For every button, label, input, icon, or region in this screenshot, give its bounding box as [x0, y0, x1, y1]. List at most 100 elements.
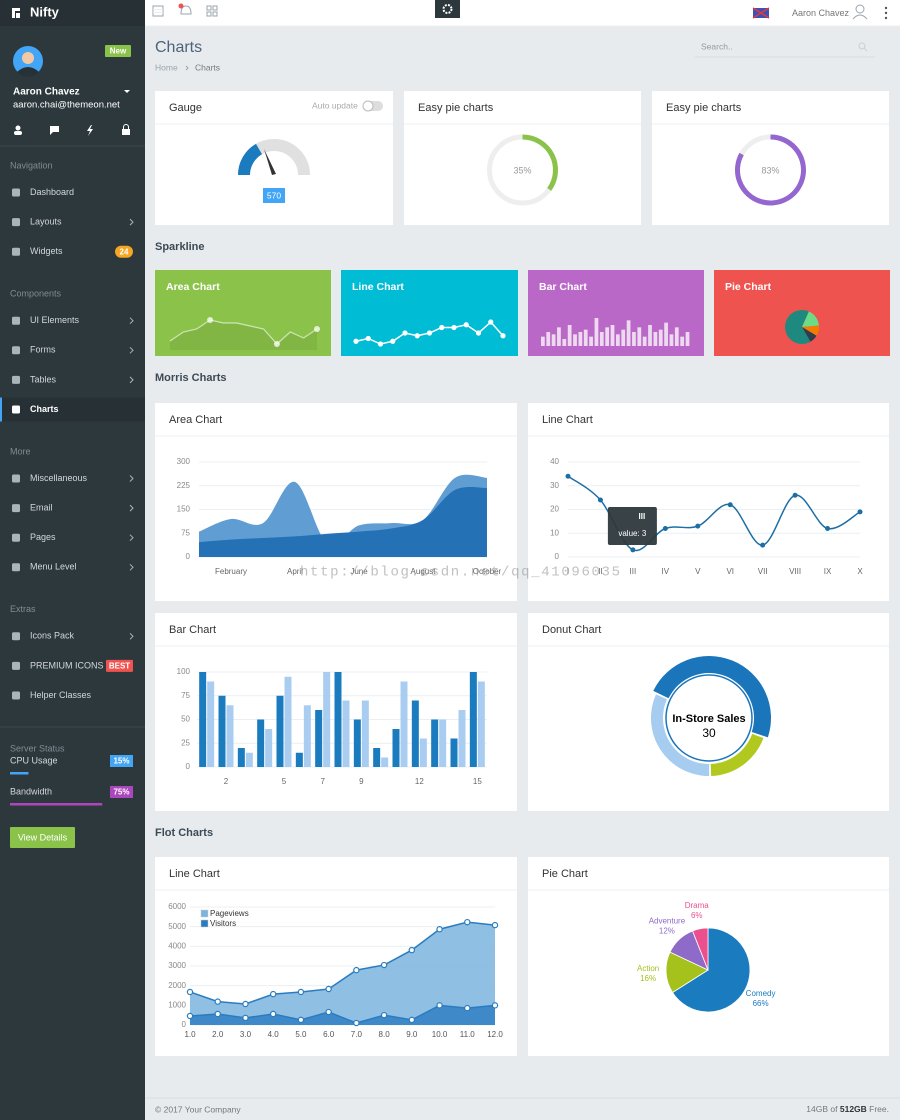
page-title: Charts: [155, 39, 202, 56]
line-point: [186, 1012, 194, 1020]
line-point: [760, 542, 766, 548]
nav-badge: [115, 245, 133, 258]
nav-icon: [12, 563, 20, 572]
y-tick-label: 225: [177, 481, 191, 490]
line-point: [380, 1011, 388, 1019]
view-details-label[interactable]: View Details: [18, 832, 68, 842]
bar: [400, 681, 408, 767]
tile-title: Line Chart: [352, 281, 404, 293]
nav-item[interactable]: Pages: [30, 532, 56, 542]
spark-bar: [680, 336, 685, 346]
spark-point: [488, 319, 494, 325]
bar: [207, 681, 215, 767]
nav-item[interactable]: Layouts: [30, 216, 62, 226]
nav-item[interactable]: Charts: [30, 404, 59, 414]
spark-bar: [599, 332, 604, 346]
nav-icon: [12, 218, 20, 227]
profile-name[interactable]: Aaron Chavez: [13, 87, 80, 98]
more-icon[interactable]: [884, 6, 888, 20]
y-tick-label: 150: [177, 505, 191, 514]
spark-bar: [648, 325, 652, 346]
x-tick-label: 9.0: [406, 1030, 418, 1039]
nav-item[interactable]: Dashboard: [30, 187, 74, 197]
search-icon[interactable]: [858, 42, 868, 52]
meter-label: CPU Usage: [10, 755, 58, 765]
nav-item[interactable]: Email: [30, 502, 53, 512]
topbar-user[interactable]: Aaron Chavez: [792, 8, 850, 18]
section-heading: Sparkline: [155, 241, 205, 253]
line-point: [214, 1010, 221, 1018]
spark-bar: [583, 329, 588, 346]
x-tick-label: VIII: [789, 567, 801, 576]
avatar-face: [22, 52, 34, 64]
y-tick-label: 4000: [168, 941, 186, 950]
x-tick-label: IV: [662, 567, 670, 576]
line-point: [565, 473, 571, 479]
line-point: [214, 998, 221, 1005]
nav-item[interactable]: Icons Pack: [30, 631, 75, 641]
nav-item[interactable]: Miscellaneous: [30, 473, 88, 483]
x-tick-label: 6.0: [323, 1030, 335, 1039]
spark-point: [426, 330, 433, 336]
breadcrumb[interactable]: Home: [155, 62, 178, 72]
panel-title: Bar Chart: [169, 624, 216, 636]
nav-icon: [12, 533, 20, 542]
x-tick-label: June: [350, 567, 368, 576]
x-tick-label: III: [630, 567, 637, 576]
nav-arrow: [129, 632, 134, 640]
spark-bar: [632, 332, 636, 346]
spark-bar: [551, 334, 556, 346]
nav-badge: [106, 659, 133, 672]
x-tick-label: February: [215, 567, 247, 576]
line-point: [325, 1008, 332, 1016]
x-tick-label: IX: [824, 567, 832, 576]
tile-title: Bar Chart: [539, 281, 587, 293]
nav-item[interactable]: Helper Classes: [30, 690, 92, 700]
spark-bar: [546, 332, 551, 346]
user-icon[interactable]: [855, 4, 865, 14]
bar: [257, 719, 265, 767]
line-point: [857, 509, 863, 515]
donut-segment: [710, 733, 764, 776]
meter-badge: [110, 786, 133, 798]
x-tick-label: 5: [282, 777, 287, 786]
nav-heading: More: [10, 446, 31, 456]
breadcrumb-separator: [185, 65, 189, 71]
settings-button[interactable]: [435, 0, 460, 18]
bar: [334, 672, 342, 767]
legend-label: Pageviews: [210, 909, 249, 918]
brand[interactable]: Nifty: [30, 4, 60, 19]
nav-item[interactable]: Forms: [30, 345, 56, 355]
pie-slice: [692, 927, 709, 971]
footer-storage-part: 14GB of: [806, 1104, 840, 1114]
pie-label: Action: [637, 964, 659, 973]
panel-title: Gauge: [169, 102, 202, 114]
nav-item[interactable]: Menu Level: [30, 562, 77, 572]
ring-label: 83%: [761, 165, 779, 175]
spark-point: [414, 333, 420, 339]
spark-bar: [610, 325, 615, 346]
bar: [226, 705, 234, 767]
brand-bar[interactable]: [0, 0, 145, 26]
topbar-icons[interactable]: [152, 5, 218, 17]
view-details-button[interactable]: [10, 827, 75, 848]
nav-item[interactable]: PREMIUM ICONS: [30, 660, 104, 670]
y-tick-label: 2000: [168, 981, 186, 990]
nav-item[interactable]: Tables: [30, 374, 57, 384]
nav-icon: [12, 188, 20, 197]
profile-icons[interactable]: [14, 124, 130, 137]
x-tick-label: 2.0: [212, 1030, 224, 1039]
x-tick-label: April: [287, 567, 303, 576]
pie-label: Drama: [685, 901, 710, 910]
user-icon-body: [852, 14, 868, 20]
nav-icon: [12, 504, 20, 513]
panel-title: Line Chart: [169, 868, 220, 880]
nav-item[interactable]: Widgets: [30, 246, 63, 256]
nav-heading: Extras: [10, 604, 36, 614]
nav-item[interactable]: UI Elements: [30, 315, 80, 325]
search-placeholder[interactable]: Search..: [701, 41, 733, 51]
breadcrumb: Charts: [195, 62, 220, 72]
profile-caret[interactable]: [124, 90, 130, 93]
line-point: [297, 988, 305, 996]
